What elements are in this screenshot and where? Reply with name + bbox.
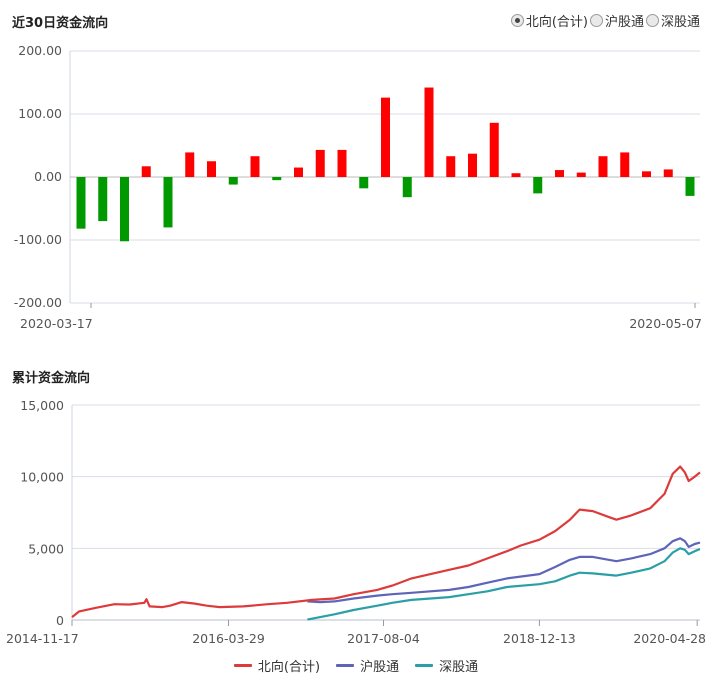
bar [468,153,477,177]
bar [642,171,651,177]
bar [511,173,521,177]
bar [685,177,695,196]
y-tick-label: 0.00 [34,169,62,184]
radio-dot-icon [645,14,659,27]
x-tick-label: 2017-08-04 [347,631,420,646]
legend-item-shenzhen[interactable]: 深股通 [415,656,478,675]
radio-dot-icon [510,14,524,27]
bar [489,122,499,177]
bar [228,177,238,185]
legend-item-shanghai[interactable]: 沪股通 [336,656,399,675]
bar [424,87,434,177]
legend-label: 深股通 [439,660,479,675]
bar [98,177,108,222]
y-tick-label: 100.00 [18,106,62,121]
bar [250,156,260,177]
x-start-label: 2020-03-17 [20,316,93,331]
bar [663,169,673,177]
bar [359,177,369,189]
radio-label: 深股通 [660,15,700,30]
bar [294,167,303,177]
bar [120,177,129,242]
legend-label: 北向(合计) [257,660,321,675]
daily-flow-bar-chart: 200.00 100.00 0.00 -100.00 -200.00 2020-03-17… [14,43,702,331]
series-line [71,465,701,618]
x-tick-label: 2014-11-17 [6,631,79,646]
radio-shanghai-connect[interactable]: 沪股通 [589,11,644,30]
legend-swatch [233,664,252,667]
bar [620,152,630,177]
legend-label: 沪股通 [360,660,400,675]
legend-item-northbound[interactable]: 北向(合计) [233,656,321,675]
y-tick-label: 0 [56,613,64,628]
x-end-label: 2020-05-07 [629,316,702,331]
bar [337,149,347,177]
bar [141,166,151,177]
bar [315,149,325,177]
y-tick-label: 5,000 [28,541,64,556]
series-line [307,537,701,604]
x-tick-label: 2016-03-29 [192,631,265,646]
x-tick-label: 2018-12-13 [503,631,576,646]
radio-label: 北向(合计) [525,15,588,30]
legend-swatch [336,664,355,667]
bar [533,177,543,194]
bar [207,161,216,177]
line-chart-legend: 北向(合计) 沪股通 深股通 [0,656,712,675]
radio-northbound[interactable]: 北向(合计) [510,11,588,30]
bar [555,170,564,177]
y-tick-label: -200.00 [14,295,62,310]
bar [272,177,282,181]
series-line [307,547,701,621]
cumulative-flow-title: 累计资金流向 [12,371,91,386]
bar [381,97,390,177]
daily-flow-title: 近30日资金流向 [12,16,109,31]
bar [576,172,586,177]
y-tick-label: 15,000 [20,398,64,413]
y-tick-label: 200.00 [18,43,62,58]
radio-shenzhen-connect[interactable]: 深股通 [645,11,700,30]
bar [402,177,412,198]
bar [598,156,608,177]
x-tick-label: 2020-04-28 [633,631,706,646]
bar [76,177,86,229]
channel-radio-group: 北向(合计) 沪股通 深股通 [510,11,700,30]
bar [446,156,456,177]
y-tick-label: -100.00 [14,232,62,247]
bar [163,177,173,228]
y-tick-label: 10,000 [20,470,64,485]
radio-label: 沪股通 [604,15,644,30]
bar [185,152,195,177]
radio-dot-icon [589,14,603,27]
legend-swatch [415,664,434,667]
